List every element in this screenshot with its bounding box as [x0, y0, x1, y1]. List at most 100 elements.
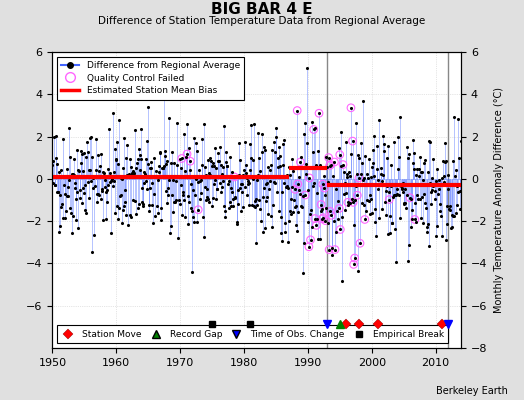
Point	[233, 200, 242, 207]
Point	[247, 122, 256, 128]
Point	[400, 200, 408, 206]
Point	[177, 182, 185, 189]
Point	[251, 198, 259, 204]
Point	[93, 191, 102, 197]
Point	[345, 200, 353, 206]
Point	[426, 180, 434, 186]
Point	[58, 215, 67, 221]
Point	[239, 172, 247, 178]
Point	[353, 192, 362, 198]
Point	[314, 148, 323, 154]
Point	[434, 191, 442, 197]
Point	[145, 208, 154, 214]
Point	[67, 154, 75, 160]
Point	[247, 154, 255, 161]
Point	[140, 180, 148, 187]
Point	[261, 198, 270, 204]
Point	[281, 220, 289, 226]
Point	[388, 220, 396, 226]
Point	[103, 199, 112, 206]
Point	[382, 188, 390, 194]
Point	[351, 197, 359, 204]
Point	[389, 194, 397, 200]
Point	[344, 202, 353, 208]
Point	[433, 181, 442, 188]
Point	[180, 131, 189, 137]
Point	[439, 158, 447, 164]
Point	[293, 107, 301, 114]
Point	[136, 167, 145, 173]
Point	[259, 228, 267, 235]
Point	[406, 194, 414, 201]
Point	[59, 182, 68, 188]
Point	[266, 167, 274, 174]
Point	[211, 177, 219, 183]
Point	[394, 134, 402, 140]
Point	[320, 185, 329, 191]
Point	[322, 205, 330, 211]
Point	[373, 166, 381, 173]
Point	[158, 164, 167, 171]
Point	[278, 238, 286, 244]
Point	[445, 181, 454, 188]
Point	[221, 208, 229, 214]
Point	[383, 183, 391, 189]
Point	[91, 167, 100, 173]
Point	[340, 169, 348, 176]
Point	[392, 186, 401, 193]
Point	[397, 183, 405, 190]
Point	[305, 244, 313, 250]
Point	[97, 196, 105, 203]
Point	[371, 218, 379, 225]
Point	[357, 200, 366, 206]
Point	[106, 170, 114, 176]
Point	[410, 150, 418, 157]
Point	[341, 180, 350, 186]
Point	[335, 152, 344, 158]
Point	[441, 159, 449, 166]
Point	[183, 151, 191, 157]
Point	[307, 237, 315, 243]
Point	[168, 149, 177, 155]
Point	[179, 192, 188, 198]
Point	[437, 213, 445, 219]
Point	[346, 200, 354, 206]
Point	[53, 161, 61, 167]
Point	[325, 246, 333, 253]
Point	[344, 199, 352, 206]
Point	[363, 171, 372, 177]
Point	[353, 192, 362, 198]
Point	[255, 197, 264, 203]
Point	[265, 185, 273, 192]
Point	[188, 268, 196, 275]
Point	[321, 218, 330, 224]
Point	[326, 161, 335, 168]
Point	[405, 151, 413, 157]
Point	[422, 205, 430, 211]
Point	[73, 147, 82, 154]
Point	[138, 185, 146, 191]
Point	[108, 110, 117, 116]
Point	[93, 199, 101, 206]
Point	[79, 167, 88, 174]
Point	[179, 188, 187, 195]
Point	[242, 162, 250, 168]
Point	[156, 149, 164, 155]
Point	[310, 180, 319, 186]
Point	[276, 152, 285, 159]
Point	[325, 162, 334, 169]
Point	[436, 207, 444, 214]
Point	[329, 181, 337, 188]
Point	[355, 154, 364, 161]
Text: Berkeley Earth: Berkeley Earth	[436, 386, 508, 396]
Point	[154, 177, 162, 183]
Point	[53, 188, 62, 195]
Point	[161, 161, 170, 167]
Point	[331, 186, 340, 192]
Point	[121, 199, 129, 206]
Point	[221, 214, 230, 220]
Point	[230, 174, 238, 180]
Point	[323, 164, 331, 170]
Point	[217, 171, 226, 178]
Point	[105, 172, 114, 179]
